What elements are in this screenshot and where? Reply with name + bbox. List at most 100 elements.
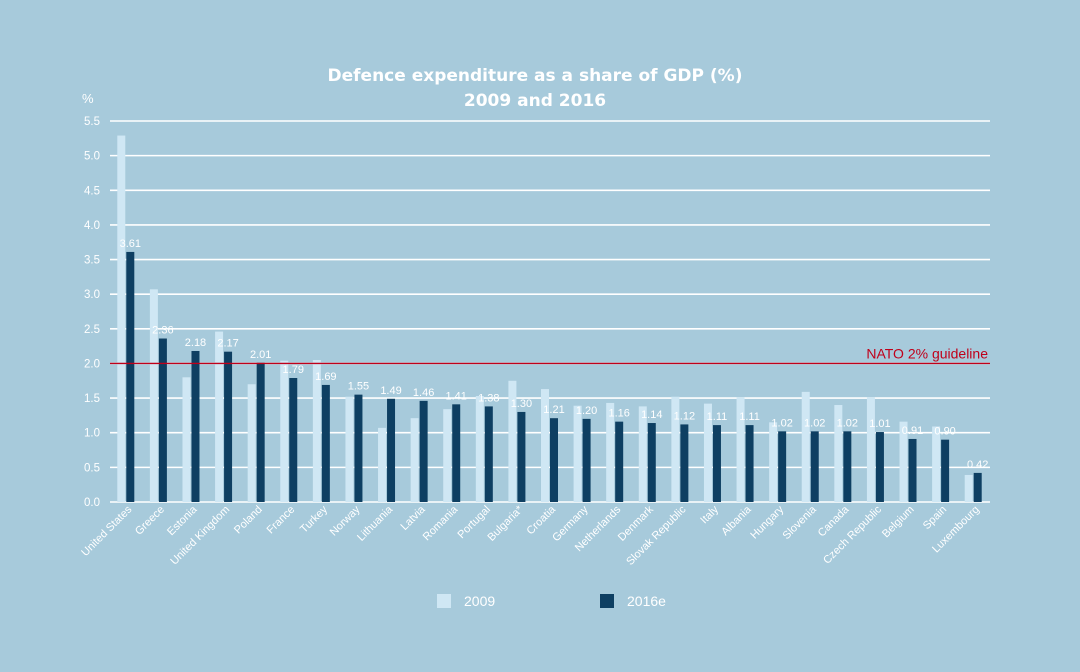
bar-2009	[606, 402, 615, 502]
bar-2009	[834, 405, 843, 502]
category-label: Lithuania	[355, 503, 396, 544]
y-tick-label: 3.0	[84, 289, 100, 301]
bar-2016e	[778, 431, 787, 502]
value-label-2016e: 1.38	[478, 392, 499, 404]
legend-swatch-2009	[437, 594, 451, 608]
bar-2009	[312, 359, 321, 502]
value-label-2016e: 1.55	[348, 381, 369, 393]
legend-label-2016e: 2016e	[627, 593, 666, 609]
category-label: Italy	[698, 503, 721, 526]
category-label: United Kingdom	[168, 504, 232, 568]
value-label-2016e: 1.30	[511, 398, 532, 410]
bar-2016e	[647, 423, 656, 502]
y-tick-label: 1.5	[84, 393, 100, 405]
value-label-2016e: 1.02	[837, 417, 858, 429]
y-tick-label: 0.5	[84, 462, 100, 474]
value-label-2016e: 1.21	[543, 404, 564, 416]
value-label-2016e: 1.14	[641, 409, 662, 421]
bar-2016e	[387, 398, 396, 502]
bar-2016e	[973, 472, 982, 502]
category-label: Spain	[921, 504, 949, 532]
bar-2016e	[452, 404, 461, 502]
bar-2009	[703, 403, 712, 502]
bar-2009	[573, 405, 582, 502]
value-labels: 3.61 2.36 2.18 2.17 2.01 1.79 1.69 1.55 1.49 1.46…	[120, 238, 989, 471]
value-label-2016e: 1.01	[869, 418, 890, 430]
value-label-2016e: 1.02	[804, 417, 825, 429]
bar-2009	[736, 397, 745, 502]
bar-2009	[280, 360, 289, 502]
bar-2009	[866, 397, 875, 502]
bar-2009	[508, 380, 517, 502]
legend: 2009 2016e	[437, 593, 666, 609]
legend-swatch-2016e	[600, 594, 614, 608]
bar-2016e	[517, 411, 526, 502]
value-label-2016e: 2.17	[217, 338, 238, 350]
bars	[117, 135, 982, 502]
category-label: Belgium	[880, 504, 917, 541]
category-label: Hungary	[748, 503, 786, 541]
y-tick-label: 2.0	[84, 358, 100, 370]
value-label-2016e: 0.91	[902, 425, 923, 437]
legend-label-2009: 2009	[464, 593, 495, 609]
y-tick-label: 1.0	[84, 428, 100, 440]
bar-2009	[932, 426, 941, 502]
category-label: Turkey	[298, 503, 330, 535]
bar-2016e	[908, 438, 917, 502]
value-label-2016e: 2.36	[152, 325, 173, 337]
y-tick-label: 5.0	[84, 151, 100, 163]
bar-2009	[638, 406, 647, 502]
value-label-2016e: 1.79	[283, 364, 304, 376]
category-label: Poland	[232, 504, 265, 537]
bar-2016e	[582, 418, 591, 502]
y-tick-label: 3.5	[84, 255, 100, 267]
value-label-2016e: 3.61	[120, 238, 141, 250]
bar-2016e	[191, 350, 200, 502]
bar-2009	[215, 331, 224, 502]
bar-2009	[345, 396, 354, 502]
nato-reference-label: NATO 2% guideline	[866, 345, 988, 361]
bar-2009	[149, 289, 158, 502]
value-label-2016e: 1.16	[608, 408, 629, 420]
bar-2016e	[256, 362, 265, 502]
value-label-2016e: 1.46	[413, 387, 434, 399]
value-label-2016e: 1.12	[674, 410, 695, 422]
category-label: Slovenia	[781, 503, 820, 542]
value-label-2016e: 2.18	[185, 337, 206, 349]
category-label: Greece	[133, 504, 167, 538]
bar-2009	[541, 389, 549, 502]
value-label-2016e: 1.11	[707, 411, 728, 423]
y-tick-label: 4.5	[84, 185, 100, 197]
value-label-2016e: 2.01	[250, 349, 271, 361]
bar-2016e	[289, 378, 298, 502]
bar-2016e	[875, 432, 884, 502]
bar-2016e	[843, 431, 852, 502]
bar-2016e	[745, 425, 754, 502]
bar-2009	[182, 377, 191, 502]
bar-2016e	[354, 394, 363, 502]
reference-line-group: NATO 2% guideline	[110, 345, 990, 365]
category-label: Czech Republic	[821, 503, 884, 566]
bar-2016e	[680, 424, 689, 502]
chart-subtitle: 2009 and 2016	[464, 91, 606, 111]
bar-2009	[443, 409, 452, 502]
bar-2009	[769, 422, 778, 502]
chart-title: Defence expenditure as a share of GDP (%…	[328, 66, 743, 86]
bar-2009	[410, 418, 419, 502]
bar-2009	[899, 421, 908, 502]
bar-2009	[475, 396, 484, 502]
value-label-2016e: 1.11	[739, 411, 760, 423]
bar-2016e	[158, 338, 167, 502]
value-label-2016e: 1.41	[446, 390, 467, 402]
bar-2016e	[712, 425, 721, 502]
category-label: Bulgaria*	[485, 503, 526, 544]
category-label: Slovak Republic	[624, 503, 689, 568]
y-tick-label: 4.0	[84, 220, 100, 232]
y-tick-label: 2.5	[84, 324, 100, 336]
bar-2009	[117, 135, 126, 502]
value-label-2016e: 1.49	[380, 385, 401, 397]
value-label-2016e: 1.69	[315, 371, 336, 383]
y-axis-ticks: 0.0 0.5 1.0 1.5 2.0 2.5 3.0 3.5 4.0 4.5 5.0 5.5	[84, 116, 100, 509]
bar-2016e	[126, 251, 135, 502]
